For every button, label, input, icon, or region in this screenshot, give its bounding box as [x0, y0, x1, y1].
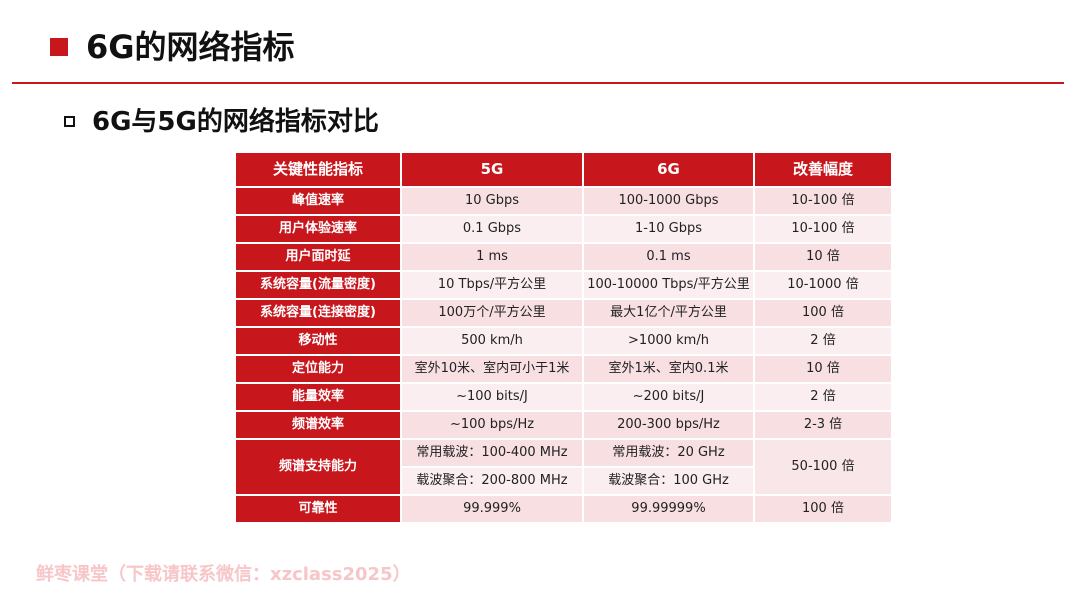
value-5g: 10 Gbps: [400, 186, 584, 216]
improvement: 10-100 倍: [753, 214, 893, 244]
metric-name: 峰值速率: [234, 186, 402, 216]
table-row: 能量效率 ~100 bits/J ~200 bits/J 2 倍: [234, 382, 893, 412]
metric-name: 定位能力: [234, 354, 402, 384]
value-5g: 室外10米、室内可小于1米: [400, 354, 584, 384]
improvement: 10 倍: [753, 354, 893, 384]
improvement: 2 倍: [753, 326, 893, 356]
table-row: 可靠性 99.999% 99.99999% 100 倍: [234, 494, 893, 524]
improvement: 10-1000 倍: [753, 270, 893, 300]
value-5g: ~100 bits/J: [400, 382, 584, 412]
bullet-square-icon: [64, 116, 75, 127]
column-header: 5G: [400, 151, 584, 188]
value-6g: 0.1 ms: [582, 242, 755, 272]
value-6g: 200-300 bps/Hz: [582, 410, 755, 440]
value-5g: ~100 bps/Hz: [400, 410, 584, 440]
improvement: 100 倍: [753, 298, 893, 328]
table-row: 载波聚合：200-800 MHz 载波聚合：100 GHz: [235, 466, 892, 496]
metric-name: 移动性: [234, 326, 402, 356]
value-6g: 载波聚合：100 GHz: [582, 466, 755, 496]
value-5g: 1 ms: [400, 242, 584, 272]
value-6g: 常用载波：20 GHz: [582, 438, 755, 468]
value-6g: >1000 km/h: [582, 326, 755, 356]
column-header: 改善幅度: [753, 151, 893, 188]
value-6g: 100-10000 Tbps/平方公里: [582, 270, 755, 300]
table-row: 移动性 500 km/h >1000 km/h 2 倍: [234, 326, 893, 356]
table-row: 系统容量(连接密度) 100万个/平方公里 最大1亿个/平方公里 100 倍: [234, 298, 893, 328]
value-5g: 500 km/h: [400, 326, 584, 356]
section-subtitle: 6G与5G的网络指标对比: [92, 107, 379, 137]
value-5g: 载波聚合：200-800 MHz: [400, 466, 584, 496]
improvement: 2-3 倍: [753, 410, 893, 440]
comparison-table: 关键性能指标 5G 6G 改善幅度 峰值速率 10 Gbps 100-1000 …: [234, 151, 893, 524]
metric-name: 能量效率: [234, 382, 402, 412]
improvement: 10-100 倍: [753, 186, 893, 216]
watermark-text: 鲜枣课堂（下载请联系微信：xzclass2025）: [36, 564, 411, 585]
improvement: 100 倍: [753, 494, 893, 524]
metric-name: 用户面时延: [234, 242, 402, 272]
improvement: 2 倍: [753, 382, 893, 412]
improvement: 10 倍: [753, 242, 893, 272]
value-5g: 10 Tbps/平方公里: [400, 270, 584, 300]
improvement: 50-100 倍: [753, 438, 893, 496]
value-6g: 100-1000 Gbps: [582, 186, 755, 216]
metric-name: 系统容量(连接密度): [234, 298, 402, 328]
value-5g: 常用载波：100-400 MHz: [400, 438, 584, 468]
table-header-row: 关键性能指标 5G 6G 改善幅度: [234, 151, 893, 188]
table-row: 系统容量(流量密度) 10 Tbps/平方公里 100-10000 Tbps/平…: [234, 270, 893, 300]
column-header: 6G: [582, 151, 755, 188]
metric-name: 系统容量(流量密度): [234, 270, 402, 300]
value-5g: 100万个/平方公里: [400, 298, 584, 328]
table-row: 定位能力 室外10米、室内可小于1米 室外1米、室内0.1米 10 倍: [234, 354, 893, 384]
page-title: 6G的网络指标: [86, 28, 295, 66]
table-row: 峰值速率 10 Gbps 100-1000 Gbps 10-100 倍: [234, 186, 893, 216]
value-6g: 最大1亿个/平方公里: [582, 298, 755, 328]
value-6g: 1-10 Gbps: [582, 214, 755, 244]
value-5g: 99.999%: [400, 494, 584, 524]
title-divider: [12, 82, 1064, 84]
metric-name: 频谱效率: [234, 410, 402, 440]
table-row: 用户体验速率 0.1 Gbps 1-10 Gbps 10-100 倍: [234, 214, 893, 244]
value-5g: 0.1 Gbps: [400, 214, 584, 244]
title-marker: [50, 38, 68, 56]
value-6g: 99.99999%: [582, 494, 755, 524]
table-row: 频谱支持能力 常用载波：100-400 MHz 常用载波：20 GHz 50-1…: [234, 438, 893, 496]
table-row: 用户面时延 1 ms 0.1 ms 10 倍: [234, 242, 893, 272]
metric-name: 用户体验速率: [234, 214, 402, 244]
metric-name: 可靠性: [234, 494, 402, 524]
value-6g: ~200 bits/J: [582, 382, 755, 412]
column-header: 关键性能指标: [234, 151, 402, 188]
table-row: 频谱效率 ~100 bps/Hz 200-300 bps/Hz 2-3 倍: [234, 410, 893, 440]
value-6g: 室外1米、室内0.1米: [582, 354, 755, 384]
metric-name: 频谱支持能力: [234, 438, 402, 496]
